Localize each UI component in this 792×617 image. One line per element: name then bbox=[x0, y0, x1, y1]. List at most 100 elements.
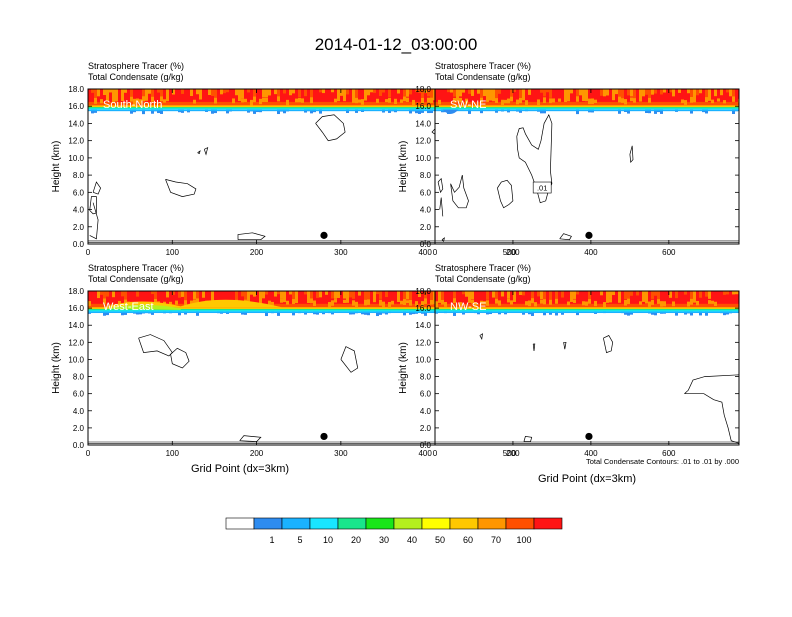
tracer-stripe bbox=[274, 89, 277, 95]
tracer-stripe bbox=[606, 299, 609, 303]
tracer-stripe bbox=[346, 298, 349, 303]
tracer-stripe bbox=[193, 291, 196, 299]
tracer-stripe bbox=[705, 291, 708, 297]
tracer-stripe bbox=[310, 89, 313, 99]
tracer-stripe bbox=[687, 301, 690, 307]
colorbar-swatch bbox=[337, 517, 367, 530]
tracer-stripe bbox=[403, 299, 406, 306]
plot-background bbox=[435, 291, 739, 445]
tracer-stripe bbox=[657, 291, 660, 300]
tracer-stripe bbox=[561, 311, 564, 315]
tracer-band-70 bbox=[435, 303, 739, 309]
tracer-stripe bbox=[603, 302, 606, 308]
tracer-stripe bbox=[489, 96, 492, 101]
tracer-stripe bbox=[292, 291, 295, 302]
tracer-band-30 bbox=[88, 308, 560, 311]
tracer-stripe bbox=[403, 291, 406, 302]
tracer-stripe bbox=[295, 291, 298, 302]
tracer-stripe bbox=[259, 291, 262, 302]
tracer-stripe bbox=[723, 291, 726, 295]
tracer-stripe bbox=[238, 96, 241, 101]
tracer-stripe bbox=[304, 89, 307, 97]
tracer-stripe bbox=[124, 291, 127, 301]
tracer-stripe bbox=[163, 99, 166, 103]
tracer-stripe bbox=[699, 311, 702, 316]
tracer-stripe bbox=[244, 98, 247, 103]
tracer-stripe bbox=[178, 291, 181, 298]
x-axis: 0 200 400 600 bbox=[433, 291, 676, 458]
tracer-stripe bbox=[427, 97, 430, 103]
y-tick-label: 0.0 bbox=[420, 441, 432, 450]
tracer-stripe bbox=[573, 299, 576, 303]
tracer-stripe bbox=[639, 97, 642, 102]
tracer-stripe bbox=[100, 99, 103, 104]
tracer-stripe bbox=[199, 96, 202, 100]
tracer-stripe bbox=[540, 89, 543, 93]
colorbar-swatch bbox=[421, 517, 451, 530]
tracer-stripe bbox=[495, 98, 498, 103]
tracer-stripe bbox=[633, 98, 636, 103]
tracer-stripe bbox=[639, 89, 642, 100]
tracer-stripe bbox=[486, 89, 489, 100]
tracer-stripe bbox=[202, 291, 205, 298]
tracer-stripe bbox=[220, 89, 223, 95]
tracer-band-20 bbox=[435, 108, 739, 110]
tracer-stripe bbox=[97, 291, 100, 299]
tracer-stripe bbox=[262, 97, 265, 102]
tracer-stripe bbox=[151, 89, 154, 98]
tracer-stripe bbox=[462, 89, 465, 93]
tracer-stripe bbox=[573, 291, 576, 299]
contour-line bbox=[532, 343, 536, 351]
tracer-stripe bbox=[352, 89, 355, 100]
tracer-stripe bbox=[627, 109, 630, 114]
tracer-stripe bbox=[459, 89, 462, 97]
tracer-stripe bbox=[124, 299, 127, 305]
tracer-stripe bbox=[651, 299, 654, 305]
tracer-stripe bbox=[265, 97, 268, 103]
tracer-stripe bbox=[124, 311, 127, 315]
tracer-stripe bbox=[199, 89, 202, 100]
tracer-stripe bbox=[552, 98, 555, 103]
tracer-stripe bbox=[352, 291, 355, 299]
colorbar-label: 5 bbox=[297, 535, 302, 545]
tracer-stripe bbox=[735, 291, 738, 295]
tracer-stripe bbox=[94, 97, 97, 104]
tracer-stripe bbox=[358, 99, 361, 103]
contour-line bbox=[516, 113, 553, 204]
y-tick-label: 12.0 bbox=[68, 137, 84, 146]
y-tick-label: 8.0 bbox=[420, 171, 432, 180]
plot-frame bbox=[434, 290, 740, 446]
y-tick-label: 2.0 bbox=[73, 424, 85, 433]
tracer-stripe bbox=[130, 89, 133, 100]
tracer-band-70 bbox=[435, 101, 739, 107]
tracer-stripe bbox=[157, 109, 160, 114]
y-axis: 0.0 2.0 4.0 6.0 8.0 10.0 12.0 14.0 16.0 18.0 bbox=[415, 287, 739, 450]
tracer-stripe bbox=[471, 291, 474, 300]
tracer-stripe bbox=[295, 298, 298, 304]
x-tick-label: 200 bbox=[506, 248, 520, 257]
tracer-stripe bbox=[438, 291, 441, 301]
tracer-stripe bbox=[468, 89, 471, 94]
tracer-stripe bbox=[564, 98, 567, 103]
tracer-stripe bbox=[639, 301, 642, 305]
tracer-stripe bbox=[618, 298, 621, 303]
tracer-stripe bbox=[181, 109, 184, 113]
tracer-stripe bbox=[307, 291, 310, 301]
tracer-stripe bbox=[651, 89, 654, 95]
tracer-stripe bbox=[241, 291, 244, 297]
tracer-stripe bbox=[283, 298, 286, 303]
tracer-stripe bbox=[367, 299, 370, 305]
tracer-stripe bbox=[250, 291, 253, 295]
x-tick-label: 200 bbox=[250, 248, 264, 257]
tracer-stripe bbox=[310, 291, 313, 301]
tracer-band-20 bbox=[88, 310, 560, 312]
y-tick-label: 0.0 bbox=[73, 441, 85, 450]
tracer-stripe bbox=[618, 96, 621, 103]
field-label-condensate: Total Condensate (g/kg) bbox=[435, 72, 531, 82]
tracer-stripe bbox=[663, 89, 666, 93]
tracer-stripe bbox=[507, 298, 510, 303]
y-tick-label: 12.0 bbox=[68, 338, 84, 347]
y-tick-label: 16.0 bbox=[68, 304, 84, 313]
y-tick-label: 14.0 bbox=[415, 321, 431, 330]
